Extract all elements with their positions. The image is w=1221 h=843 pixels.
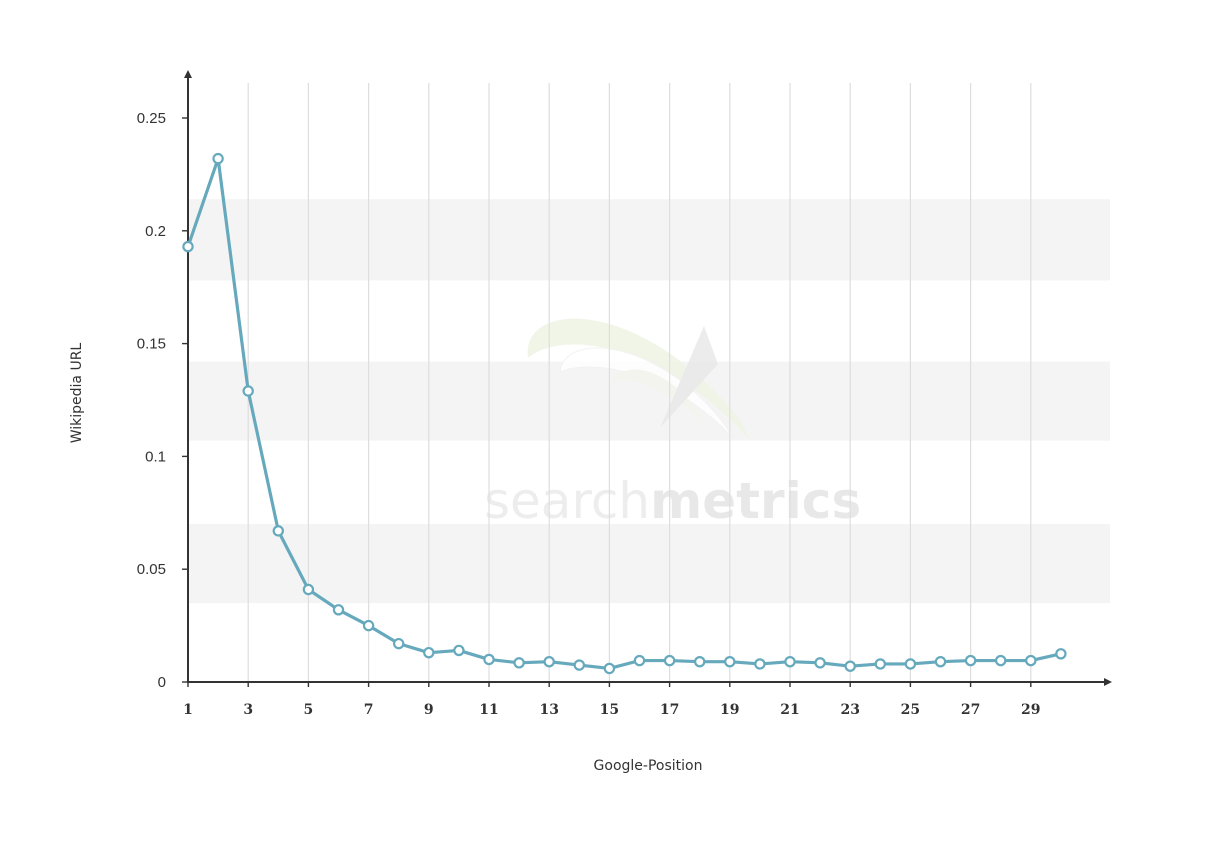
data-point <box>483 653 495 666</box>
data-point <box>603 662 616 675</box>
watermark-text: searchmetrics <box>484 472 861 530</box>
data-point <box>453 644 465 657</box>
data-point <box>844 660 856 672</box>
x-tick-label: 19 <box>720 702 739 718</box>
background-band <box>188 199 1110 281</box>
y-tick-label: 0.2 <box>145 223 166 240</box>
data-point <box>964 654 977 667</box>
data-point <box>1025 654 1037 667</box>
x-tick-label: 1 <box>183 702 193 718</box>
x-tick-label: 9 <box>424 702 434 718</box>
data-point <box>694 655 706 668</box>
y-axis-title: Wikipedia URL <box>69 343 85 444</box>
data-point <box>754 658 766 670</box>
background-bands <box>188 199 1110 604</box>
data-point <box>1055 648 1067 660</box>
y-tick-label: 0.1 <box>145 448 166 465</box>
data-point <box>302 583 315 596</box>
data-point <box>212 152 224 165</box>
data-point <box>543 655 555 668</box>
data-point <box>784 655 796 668</box>
x-tick-label: 25 <box>901 702 920 718</box>
y-tick-label: 0.25 <box>137 110 166 127</box>
data-point <box>995 654 1007 667</box>
data-point <box>242 385 254 397</box>
data-point <box>573 659 586 671</box>
x-tick-label: 11 <box>479 702 498 718</box>
axes <box>184 70 1112 686</box>
data-point <box>182 240 194 253</box>
data-point <box>663 654 676 667</box>
watermark-logo-icon <box>527 318 750 441</box>
y-tick-label: 0.05 <box>137 561 166 578</box>
data-point <box>874 658 887 670</box>
y-axis-arrow-icon <box>184 70 192 78</box>
data-point <box>362 619 375 632</box>
data-point <box>814 657 826 669</box>
data-point <box>423 646 435 659</box>
x-tick-label: 23 <box>840 702 859 718</box>
data-point <box>513 657 525 669</box>
y-tick-label: 0 <box>158 674 166 691</box>
x-tick-label: 3 <box>243 702 253 718</box>
searchmetrics-watermark: searchmetrics <box>484 318 861 530</box>
y-tick-label: 0.15 <box>137 336 166 353</box>
x-axis-title: Google-Position <box>594 758 703 774</box>
x-tick-label: 5 <box>304 702 314 718</box>
data-point <box>904 658 917 670</box>
x-axis-arrow-icon <box>1104 678 1112 686</box>
x-axis-ticks: 1 3 5 7 9 11 13 15 17 19 21 23 25 27 29 <box>183 682 1041 718</box>
data-point <box>332 604 345 616</box>
x-tick-label: 27 <box>961 702 980 718</box>
y-axis-ticks: 0 0.05 0.1 0.15 0.2 0.25 <box>137 110 188 691</box>
x-tick-label: 29 <box>1021 702 1040 718</box>
series-wikipedia-url <box>182 152 1067 675</box>
x-tick-label: 7 <box>364 702 374 718</box>
x-tick-label: 15 <box>600 702 619 718</box>
data-point <box>724 655 736 668</box>
x-tick-label: 21 <box>780 702 799 718</box>
data-point <box>393 637 405 650</box>
data-point <box>934 655 947 668</box>
data-point <box>272 525 284 537</box>
background-band <box>188 524 1110 604</box>
x-tick-label: 13 <box>539 702 558 718</box>
x-tick-label: 17 <box>660 702 679 718</box>
data-point <box>633 654 646 667</box>
